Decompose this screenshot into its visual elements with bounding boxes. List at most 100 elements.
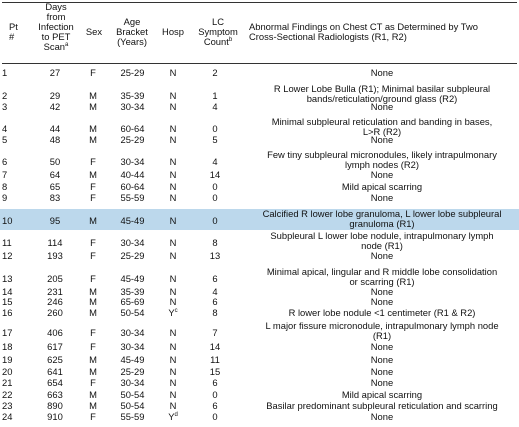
cell-pt: 14 — [2, 286, 13, 297]
cell-hosp: N — [162, 328, 184, 338]
cell-lc-count: 0 — [212, 411, 218, 422]
header-age-line2: Bracket — [116, 26, 148, 37]
cell-lc-count: 4 — [212, 286, 218, 297]
cell-age: 65-69 — [120, 296, 145, 307]
cell-findings-line: lymph nodes (R2) — [345, 159, 419, 170]
header-lc: LC Symptom Countb — [196, 17, 240, 47]
cell-hosp-value: N — [169, 215, 177, 226]
cell-age: 30-34 — [120, 327, 145, 338]
cell-sex: F — [90, 341, 96, 352]
cell-sex: M — [89, 400, 97, 411]
cell-hosp-value: N — [169, 354, 177, 365]
cell-sex: M — [89, 215, 97, 226]
header-days-line2: from — [46, 11, 66, 22]
table-row: 24 910 F 55-59 0 Yd None — [0, 412, 519, 422]
cell-hosp-value: N — [169, 123, 177, 134]
cell-hosp-value: Y — [168, 307, 175, 318]
table-row: 9 83 F 55-59 0 N None — [0, 193, 519, 203]
cell-hosp: N — [162, 157, 184, 167]
cell-hosp-value: N — [169, 169, 177, 180]
table-row: 20 641 M 25-29 15 N None — [0, 367, 519, 377]
cell-lc-count: 7 — [212, 327, 218, 338]
header-days-line1: Days — [45, 1, 67, 12]
cell-findings: None — [249, 367, 515, 377]
cell-findings-line: R Lower Lobe Bulla (R1); Minimal basilar… — [273, 83, 491, 94]
cell-sex: F — [90, 192, 96, 203]
cell-findings: R Lower Lobe Bulla (R1); Minimal basilar… — [249, 84, 515, 104]
cell-lc-count: 0 — [212, 192, 218, 203]
cell-sex: M — [89, 354, 97, 365]
header-hosp-text: Hosp — [162, 26, 184, 37]
cell-findings-line: R lower lobe nodule <1 centimeter (R1 & … — [288, 307, 476, 318]
header-lc-line2: Symptom — [198, 26, 238, 37]
cell-hosp: N — [162, 390, 184, 400]
cell-hosp: N — [162, 342, 184, 352]
cell-findings: Few tiny subpleural micronodules, likely… — [249, 150, 515, 170]
cell-age: 60-64 — [120, 123, 145, 134]
cell-pt: 4 — [2, 123, 8, 134]
cell-pt: 3 — [2, 101, 8, 112]
cell-hosp-value: N — [169, 341, 177, 352]
cell-lc-count: 0 — [212, 123, 218, 134]
cell-findings: Subpleural L lower lobe nodule, intrapul… — [249, 231, 515, 251]
cell-lc-count: 11 — [210, 354, 220, 365]
cell-age: 30-34 — [120, 156, 145, 167]
cell-age: 30-34 — [120, 237, 145, 248]
cell-pt: 10 — [2, 215, 13, 226]
cell-hosp-value: N — [169, 366, 177, 377]
cell-days: 641 — [47, 366, 63, 377]
cell-sex: F — [90, 377, 96, 388]
header-days: Days from Infection to PET Scana — [28, 2, 84, 52]
cell-pt: 16 — [2, 307, 13, 318]
cell-hosp-value: N — [169, 389, 177, 400]
cell-hosp: Yd — [162, 412, 184, 422]
cell-lc-count: 4 — [212, 156, 218, 167]
cell-findings-line: node (R1) — [361, 240, 403, 251]
header-pt-line1: Pt — [9, 21, 18, 32]
cell-pt: 20 — [2, 366, 13, 377]
cell-pt: 13 — [2, 273, 13, 284]
table-row: 14 231 M 35-39 4 N None — [0, 287, 519, 297]
table-top-rule — [2, 2, 517, 3]
cell-findings-line: granuloma (R1) — [349, 218, 415, 229]
cell-age: 30-34 — [120, 341, 145, 352]
cell-hosp: N — [162, 378, 184, 388]
cell-findings: Basilar predominant subpleural reticulat… — [249, 401, 515, 411]
cell-pt: 6 — [2, 156, 8, 167]
cell-hosp-value: N — [169, 286, 177, 297]
cell-hosp: N — [162, 124, 184, 134]
header-days-footnote: a — [65, 41, 69, 48]
cell-age: 35-39 — [120, 286, 145, 297]
cell-lc-count: 6 — [212, 296, 218, 307]
cell-pt: 15 — [2, 296, 13, 307]
cell-age: 45-49 — [120, 354, 145, 365]
cell-sex: M — [89, 389, 97, 400]
cell-pt: 5 — [2, 134, 8, 145]
table-row: 11 114 F 30-34 8 N Subpleural L lower lobe nod… — [0, 231, 519, 252]
table-row: 23 890 M 50-54 6 N Basilar predominant subpleu… — [0, 401, 519, 411]
cell-hosp-value: N — [169, 327, 177, 338]
cell-lc-count: 4 — [212, 101, 218, 112]
cell-sex: F — [90, 273, 96, 284]
table-row: 3 42 M 30-34 4 N None — [0, 102, 519, 112]
cell-days: 617 — [47, 341, 63, 352]
table-row: 6 50 F 30-34 4 N Few tiny subpleural micronodu… — [0, 150, 519, 171]
cell-hosp: N — [162, 401, 184, 411]
header-pt: Pt # — [9, 22, 25, 42]
cell-findings-line: None — [370, 286, 394, 297]
cell-findings-line: None — [370, 250, 394, 261]
cell-days: 625 — [47, 354, 63, 365]
cell-sex: M — [89, 296, 97, 307]
cell-findings-line: bands/reticulation/ground glass (R2) — [306, 93, 458, 104]
cell-days: 114 — [47, 237, 63, 248]
cell-days: 48 — [49, 134, 61, 145]
cell-sex: M — [89, 101, 97, 112]
header-days-line5-text: Scan — [43, 41, 66, 52]
cell-days: 890 — [47, 400, 63, 411]
cell-age: 25-29 — [120, 134, 145, 145]
cell-findings: None — [249, 193, 515, 203]
cell-findings-line: None — [370, 341, 394, 352]
cell-hosp: N — [162, 91, 184, 101]
cell-sex: M — [89, 90, 97, 101]
